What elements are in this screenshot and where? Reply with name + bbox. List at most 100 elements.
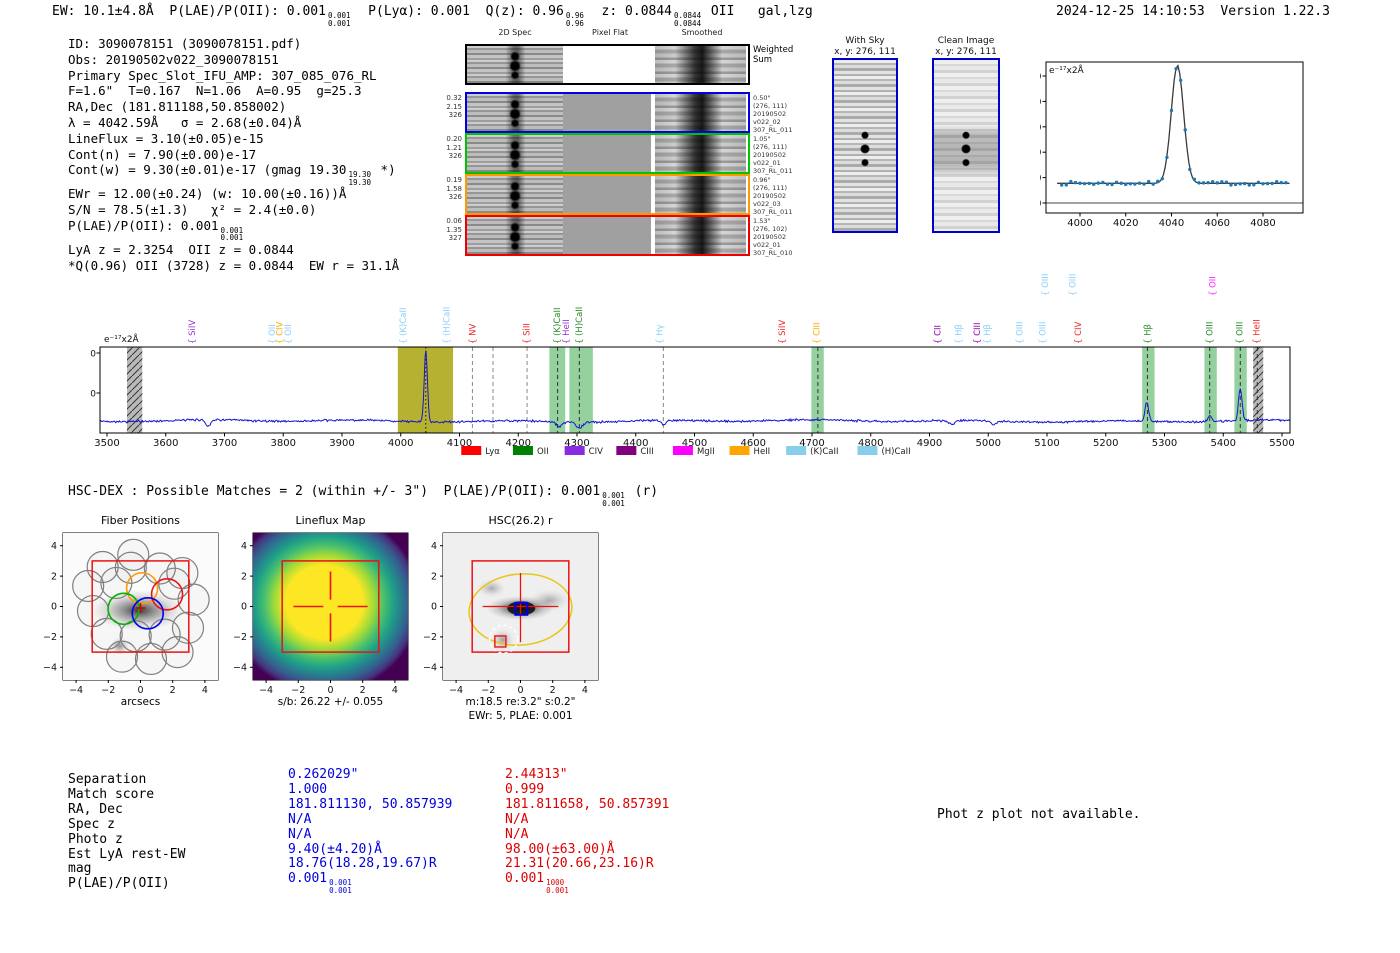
svg-text:0: 0 — [431, 602, 437, 613]
svg-text:{ NV: { NV — [468, 324, 478, 344]
svg-text:5500: 5500 — [1269, 438, 1294, 449]
info-line: λ = 4042.59Å σ = 2.68(±0.04)Å — [68, 114, 302, 130]
svg-text:4020: 4020 — [1113, 218, 1138, 229]
svg-text:−2: −2 — [291, 685, 305, 696]
svg-text:−4: −4 — [423, 663, 437, 674]
spec2d-image — [467, 217, 563, 254]
svg-text:−2: −2 — [423, 632, 437, 643]
cutout-column-header: Pixel Flat — [592, 28, 628, 37]
svg-text:4: 4 — [582, 685, 588, 696]
match-candidate-2-value: 181.811658, 50.857391 — [505, 796, 670, 812]
stacked-fraction: 0.0844 0.0844 — [674, 11, 702, 28]
svg-text:4000: 4000 — [388, 438, 413, 449]
cutout-gap — [651, 135, 655, 172]
svg-text:{ OII: { OII — [268, 324, 278, 344]
svg-text:3600: 3600 — [153, 438, 178, 449]
svg-text:2: 2 — [431, 571, 437, 582]
svg-text:4200: 4200 — [506, 438, 531, 449]
match-candidate-1-value: N/A — [288, 826, 312, 842]
svg-text:{ OII: { OII — [284, 324, 294, 344]
svg-text:4600: 4600 — [741, 438, 766, 449]
svg-text:(K)CaII: (K)CaII — [810, 447, 838, 457]
match-candidate-2-value: 21.31(20.66,23.16)R — [505, 856, 654, 872]
svg-text:(H)CaII: (H)CaII — [881, 447, 910, 457]
svg-text:−2: −2 — [481, 685, 495, 696]
match-candidate-2-value: 2.44313" — [505, 767, 568, 782]
svg-text:3700: 3700 — [212, 438, 237, 449]
spec2d-image — [467, 94, 563, 131]
match-candidate-2-value: N/A — [505, 826, 529, 842]
info-line: Cont(n) = 7.90(±0.00)e-17 — [68, 146, 257, 162]
svg-text:{ (K)CaII: { (K)CaII — [399, 308, 409, 344]
svg-text:4100: 4100 — [447, 438, 472, 449]
spec2d-image — [467, 135, 563, 172]
svg-text:0: 0 — [517, 685, 523, 696]
info-line: ID: 3090078151 (3090078151.pdf) — [68, 36, 302, 51]
cutout-gap — [651, 46, 655, 83]
svg-text:50: 50 — [90, 390, 96, 400]
svg-text:{ SiIV: { SiIV — [778, 320, 788, 344]
smoothed-image — [655, 135, 746, 172]
svg-text:0: 0 — [137, 685, 143, 696]
match-row-label: Separation — [68, 772, 147, 787]
svg-text:4080: 4080 — [1250, 218, 1275, 229]
svg-text:{ OIII: { OIII — [1015, 322, 1025, 344]
pixel-flat-image — [563, 46, 651, 83]
svg-text:{ CIII: { CIII — [813, 322, 823, 344]
svg-text:EWr: 5, PLAE: 0.001: EWr: 5, PLAE: 0.001 — [468, 710, 572, 722]
info-line: F=1.6" T=0.167 N=1.06 A=0.95 g=25.3 — [68, 83, 362, 99]
svg-text:OII: OII — [537, 447, 549, 457]
line-fit-plot: 40004020404040604080020406080100e⁻¹⁷x2Å — [1040, 61, 1304, 229]
svg-text:0: 0 — [1040, 199, 1042, 210]
svg-text:{ CIV: { CIV — [1074, 321, 1084, 344]
svg-text:HeII: HeII — [754, 447, 771, 457]
header-summary: EW: 10.1±4.8Å P(LAE)/P(OII): 0.001 0.001 0… — [52, 4, 813, 28]
info-line: LineFlux = 3.10(±0.05)e-15 — [68, 130, 264, 146]
svg-text:{ SiII: { SiII — [522, 323, 532, 344]
svg-text:{ HeII: { HeII — [562, 319, 572, 344]
stacked-fraction: 19.30 19.30 — [348, 170, 372, 187]
svg-text:HSC(26.2) r: HSC(26.2) r — [488, 514, 553, 527]
svg-text:−4: −4 — [449, 685, 463, 696]
svg-text:{ OIII: { OIII — [1041, 274, 1051, 296]
svg-text:5400: 5400 — [1211, 438, 1236, 449]
cutout-right-info: Weighted Sum — [753, 45, 794, 65]
match-candidate-2-value: 0.999 — [505, 781, 545, 797]
match-row-label: P(LAE)/P(OII) — [68, 876, 170, 892]
info-line: RA,Dec (181.811188,50.858002) — [68, 99, 287, 115]
match-row-label: Photo z — [68, 831, 123, 847]
sky-panel-title: With Sky x, y: 276, 111 — [834, 36, 896, 57]
svg-text:5300: 5300 — [1152, 438, 1177, 449]
pixel-flat-image — [563, 135, 651, 172]
svg-text:4800: 4800 — [858, 438, 883, 449]
svg-text:60: 60 — [1040, 122, 1042, 133]
svg-text:4060: 4060 — [1205, 218, 1230, 229]
cutout-right-info: 0.96" (276, 111) 20190502 v022_03 307_RL_011 — [753, 176, 793, 216]
svg-text:0: 0 — [241, 602, 247, 613]
info-line: Obs: 20190502v022_3090078151 — [68, 51, 279, 67]
svg-text:4: 4 — [392, 685, 398, 696]
svg-text:Lyα: Lyα — [485, 447, 500, 457]
hsc-dex-match-line: HSC-DEX : Possible Matches = 2 (within +… — [68, 484, 659, 508]
cutouts-2d-panel: 2D Spec Pixel Flat Smoothed Weighted Sum 0.32… — [443, 28, 793, 263]
svg-text:20: 20 — [1040, 173, 1042, 184]
svg-text:−4: −4 — [233, 663, 247, 674]
detection-info-block: ID: 3090078151 (3090078151.pdf) Obs: 2019… — [68, 36, 399, 274]
svg-text:2: 2 — [241, 571, 247, 582]
stacked-fraction: 0.001 0.001 — [602, 491, 625, 508]
match-row-label: RA, Dec — [68, 801, 123, 817]
svg-text:{ CIV: { CIV — [276, 321, 286, 344]
svg-text:5000: 5000 — [976, 438, 1001, 449]
cutout-right-info: 1.53" (276, 102) 20190502 v022_01 307_RL_010 — [753, 217, 793, 257]
svg-text:arcsecs: arcsecs — [121, 696, 160, 708]
match-row-label: Spec z — [68, 816, 115, 832]
stacked-fraction: 0.96 0.96 — [565, 11, 584, 28]
svg-text:3900: 3900 — [329, 438, 354, 449]
svg-text:CIV: CIV — [589, 447, 603, 457]
sky-panel-image — [932, 58, 1000, 233]
svg-text:4700: 4700 — [799, 438, 824, 449]
svg-text:e⁻¹⁷x2Å: e⁻¹⁷x2Å — [1049, 64, 1085, 76]
photz-note: Phot z plot not available. — [937, 807, 1141, 822]
